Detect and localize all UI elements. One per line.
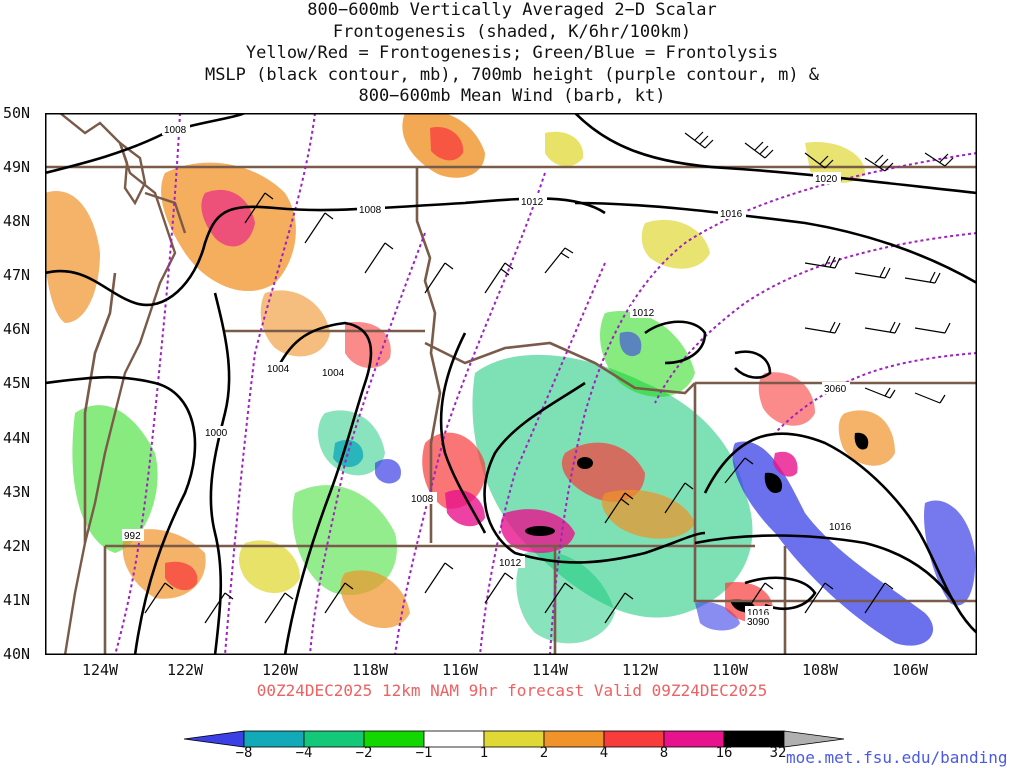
isobar-label-1012-b: 1012 <box>630 306 658 319</box>
title-line-4: MSLP (black contour, mb), 700mb height (… <box>204 64 820 85</box>
svg-text:1012: 1012 <box>632 308 655 319</box>
title-line-1: 800−600mb Vertically Averaged 2−D Scalar <box>307 0 717 20</box>
lat-label-46n: 46N <box>3 320 31 338</box>
lat-label-48n: 48N <box>3 212 31 230</box>
plot-title: 800−600mb Vertically Averaged 2−D Scalar… <box>0 0 1024 108</box>
wind-barbs <box>144 131 954 624</box>
svg-text:1012: 1012 <box>499 558 522 569</box>
isobar-label-1004-a: 1004 <box>265 362 293 375</box>
isobar-label-1004-b: 1004 <box>320 366 348 379</box>
lat-label-44n: 44N <box>3 429 31 447</box>
lon-label-114w: 114W <box>531 661 569 679</box>
colorbar-label-neg2: −2 <box>355 745 373 761</box>
lat-label-43n: 43N <box>3 483 31 501</box>
isobar-label-1012-c: 1012 <box>497 556 525 569</box>
svg-text:992: 992 <box>124 531 141 542</box>
height-label-3060: 3060 <box>822 382 850 395</box>
colorbar-label-16: 16 <box>715 745 733 761</box>
svg-text:3090: 3090 <box>747 617 770 628</box>
lon-label-124w: 124W <box>81 661 119 679</box>
svg-text:1000: 1000 <box>205 428 228 439</box>
svg-text:1004: 1004 <box>322 368 345 379</box>
isobars <box>45 113 977 655</box>
colorbar-label-8: 8 <box>659 745 669 761</box>
isobar-label-1012-a: 1012 <box>519 195 547 208</box>
lon-label-106w: 106W <box>891 661 929 679</box>
svg-text:1016: 1016 <box>747 608 770 619</box>
colorbar-label-neg8: −8 <box>235 745 253 761</box>
title-line-3: Yellow/Red = Frontogenesis; Green/Blue =… <box>245 43 779 63</box>
colorbar <box>183 730 845 748</box>
lon-label-116w: 116W <box>441 661 479 679</box>
svg-text:1020: 1020 <box>815 174 838 185</box>
lon-label-110w: 110W <box>711 661 749 679</box>
height-contours <box>114 113 977 655</box>
frontogenesis-map: 1008 1008 1012 1020 1016 1012 1004 1004 … <box>45 113 977 655</box>
lat-label-49n: 49N <box>3 158 31 176</box>
isobar-label-1008-a: 1008 <box>162 123 190 136</box>
map-frame <box>45 113 977 655</box>
svg-text:1012: 1012 <box>521 197 544 208</box>
svg-text:1016: 1016 <box>720 209 743 220</box>
isobar-label-1020: 1020 <box>813 172 841 185</box>
colorbar-label-neg4: −4 <box>295 745 313 761</box>
isobar-label-1008-b: 1008 <box>357 203 385 216</box>
lat-label-50n: 50N <box>3 104 31 122</box>
lon-label-118w: 118W <box>351 661 389 679</box>
isobar-label-1008-c: 1008 <box>409 492 437 505</box>
svg-text:1008: 1008 <box>164 125 187 136</box>
svg-text:1008: 1008 <box>359 205 382 216</box>
lon-label-112w: 112W <box>621 661 659 679</box>
svg-text:1008: 1008 <box>411 494 434 505</box>
title-line-5: 800−600mb Mean Wind (barb, kt) <box>358 86 666 106</box>
title-line-2: Frontogenesis (shaded, K/6hr/100km) <box>332 21 692 42</box>
state-borders <box>45 165 977 655</box>
colorbar-label-2: 2 <box>539 745 549 761</box>
colorbar-label-4: 4 <box>599 745 609 761</box>
isobar-label-1016-a: 1016 <box>718 207 746 220</box>
svg-text:1016: 1016 <box>829 522 852 533</box>
lat-label-41n: 41N <box>3 591 31 609</box>
colorbar-overflow-arrow <box>783 730 845 748</box>
colorbar-label-32: 32 <box>769 745 787 761</box>
lat-label-42n: 42N <box>3 537 31 555</box>
lon-label-108w: 108W <box>801 661 839 679</box>
height-label-3090: 3090 <box>745 615 773 628</box>
lat-label-40n: 40N <box>3 645 31 663</box>
lat-label-45n: 45N <box>3 374 31 392</box>
colorbar-label-1: 1 <box>479 745 489 761</box>
svg-text:3060: 3060 <box>824 384 847 395</box>
isobar-label-1016-b: 1016 <box>827 520 855 533</box>
forecast-valid-line: 00Z24DEC2025 12km NAM 9hr forecast Valid… <box>256 681 768 700</box>
lon-label-120w: 120W <box>261 661 299 679</box>
lat-label-47n: 47N <box>3 266 31 284</box>
isobar-label-1000: 1000 <box>203 426 231 439</box>
isobar-label-992: 992 <box>122 529 144 542</box>
lon-label-122w: 122W <box>166 661 204 679</box>
colorbar-label-neg1: −1 <box>415 745 433 761</box>
svg-text:1004: 1004 <box>267 364 290 375</box>
source-credit-link[interactable]: moe.met.fsu.edu/banding <box>786 748 1008 767</box>
